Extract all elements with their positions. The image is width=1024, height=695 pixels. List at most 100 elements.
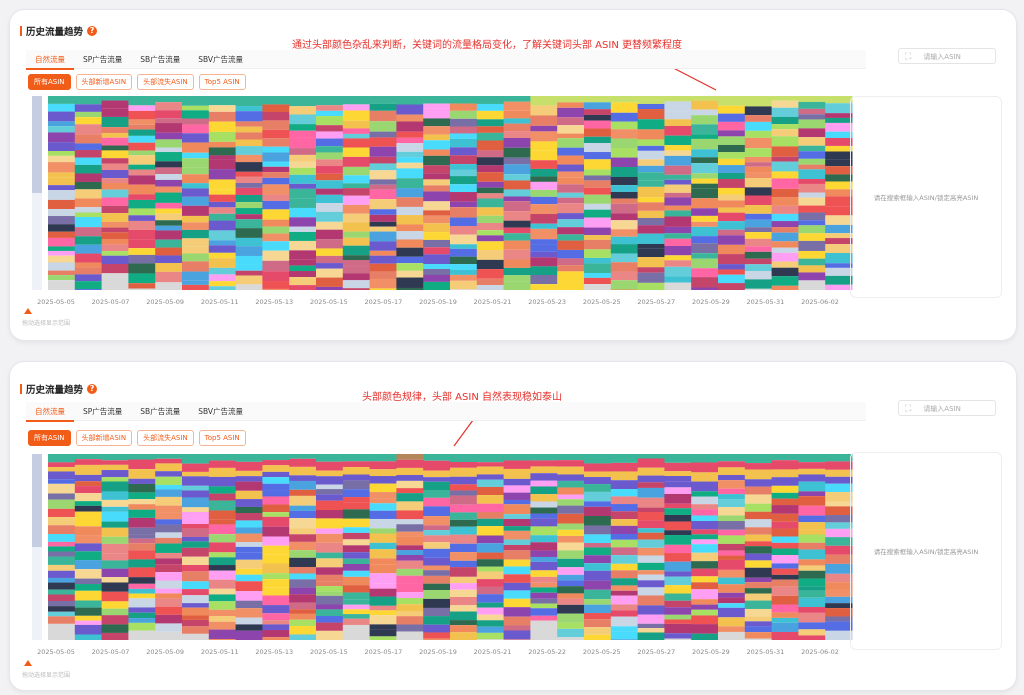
asin-traffic-block[interactable] [825,113,853,118]
asin-traffic-block[interactable] [798,606,826,613]
asin-traffic-block[interactable] [101,100,129,109]
asin-traffic-block[interactable] [664,197,692,206]
asin-traffic-block[interactable] [342,266,371,274]
asin-traffic-block[interactable] [208,252,237,259]
asin-traffic-block[interactable] [182,518,210,524]
asin-traffic-block[interactable] [101,460,129,465]
asin-traffic-block[interactable] [637,109,665,120]
asin-traffic-block[interactable] [316,622,344,631]
asin-traffic-block[interactable] [610,595,639,605]
asin-traffic-block[interactable] [637,487,665,498]
asin-traffic-block[interactable] [476,103,505,111]
asin-traffic-block[interactable] [637,233,665,244]
asin-traffic-block[interactable] [610,626,639,632]
asin-traffic-block[interactable] [771,178,799,189]
asin-traffic-block[interactable] [664,119,692,126]
asin-traffic-block[interactable] [664,508,692,515]
asin-traffic-block[interactable] [610,604,639,611]
asin-traffic-block[interactable] [289,510,317,519]
asin-traffic-block[interactable] [771,631,799,640]
asin-traffic-block[interactable] [825,96,853,104]
asin-traffic-block[interactable] [262,579,290,588]
asin-traffic-block[interactable] [637,165,665,173]
asin-traffic-block[interactable] [557,542,585,551]
asin-traffic-block[interactable] [530,160,558,169]
asin-traffic-block[interactable] [691,491,719,497]
asin-traffic-block[interactable] [262,460,290,466]
asin-traffic-block[interactable] [262,545,290,555]
asin-traffic-block[interactable] [557,613,585,623]
asin-traffic-block[interactable] [369,103,397,111]
asin-traffic-block[interactable] [208,454,237,461]
asin-traffic-block[interactable] [182,215,210,223]
asin-traffic-block[interactable] [610,578,639,586]
asin-traffic-block[interactable] [182,253,210,262]
asin-traffic-block[interactable] [450,534,478,544]
asin-traffic-block[interactable] [316,268,344,278]
asin-traffic-block[interactable] [48,508,76,518]
asin-traffic-block[interactable] [342,599,371,605]
asin-traffic-block[interactable] [718,264,746,270]
asin-traffic-block[interactable] [450,118,478,127]
asin-traffic-block[interactable] [155,220,183,226]
asin-traffic-block[interactable] [718,130,746,137]
asin-traffic-block[interactable] [530,251,558,258]
asin-traffic-block[interactable] [503,607,531,617]
asin-traffic-block[interactable] [691,226,719,237]
asin-traffic-block[interactable] [182,454,210,464]
asin-traffic-block[interactable] [691,544,719,553]
asin-traffic-block[interactable] [101,145,129,151]
asin-traffic-block[interactable] [798,240,826,251]
asin-traffic-block[interactable] [557,637,585,640]
asin-traffic-block[interactable] [101,127,129,134]
asin-traffic-block[interactable] [825,238,853,245]
asin-traffic-block[interactable] [235,454,263,462]
asin-traffic-block[interactable] [825,267,853,276]
asin-traffic-block[interactable] [798,635,826,640]
asin-traffic-block[interactable] [289,505,317,511]
asin-traffic-block[interactable] [182,603,210,608]
asin-traffic-block[interactable] [182,485,210,491]
asin-traffic-block[interactable] [74,134,103,144]
asin-traffic-block[interactable] [423,165,451,174]
asin-traffic-block[interactable] [557,494,585,500]
asin-traffic-block[interactable] [584,128,612,137]
asin-traffic-block[interactable] [289,634,317,640]
asin-traffic-block[interactable] [450,495,478,505]
asin-traffic-block[interactable] [450,560,478,568]
asin-traffic-block[interactable] [128,483,156,493]
asin-traffic-block[interactable] [691,134,719,139]
asin-traffic-block[interactable] [155,247,183,256]
asin-traffic-block[interactable] [369,110,397,122]
asin-traffic-block[interactable] [450,611,478,621]
asin-traffic-block[interactable] [450,490,478,496]
asin-traffic-block[interactable] [48,483,76,494]
asin-traffic-block[interactable] [74,517,103,527]
asin-traffic-block[interactable] [128,509,156,518]
asin-traffic-block[interactable] [342,609,371,615]
asin-traffic-block[interactable] [155,552,183,559]
asin-traffic-block[interactable] [637,243,665,249]
asin-traffic-block[interactable] [182,284,210,290]
asin-traffic-block[interactable] [101,536,129,544]
asin-traffic-block[interactable] [503,249,531,260]
asin-traffic-block[interactable] [423,530,451,536]
asin-traffic-block[interactable] [610,271,639,281]
asin-traffic-block[interactable] [664,226,692,234]
asin-traffic-block[interactable] [316,609,344,617]
asin-traffic-block[interactable] [289,613,317,620]
asin-traffic-block[interactable] [182,152,210,159]
asin-traffic-block[interactable] [771,146,799,157]
asin-traffic-block[interactable] [557,281,585,290]
asin-traffic-block[interactable] [369,629,397,637]
asin-traffic-block[interactable] [48,172,76,178]
asin-traffic-block[interactable] [557,107,585,118]
asin-traffic-block[interactable] [584,136,612,144]
asin-traffic-block[interactable] [610,547,639,556]
asin-traffic-block[interactable] [316,239,344,249]
asin-traffic-block[interactable] [423,632,451,639]
asin-traffic-block[interactable] [262,146,290,153]
asin-traffic-block[interactable] [48,250,76,256]
asin-traffic-block[interactable] [182,158,210,168]
asin-traffic-block[interactable] [316,159,344,167]
